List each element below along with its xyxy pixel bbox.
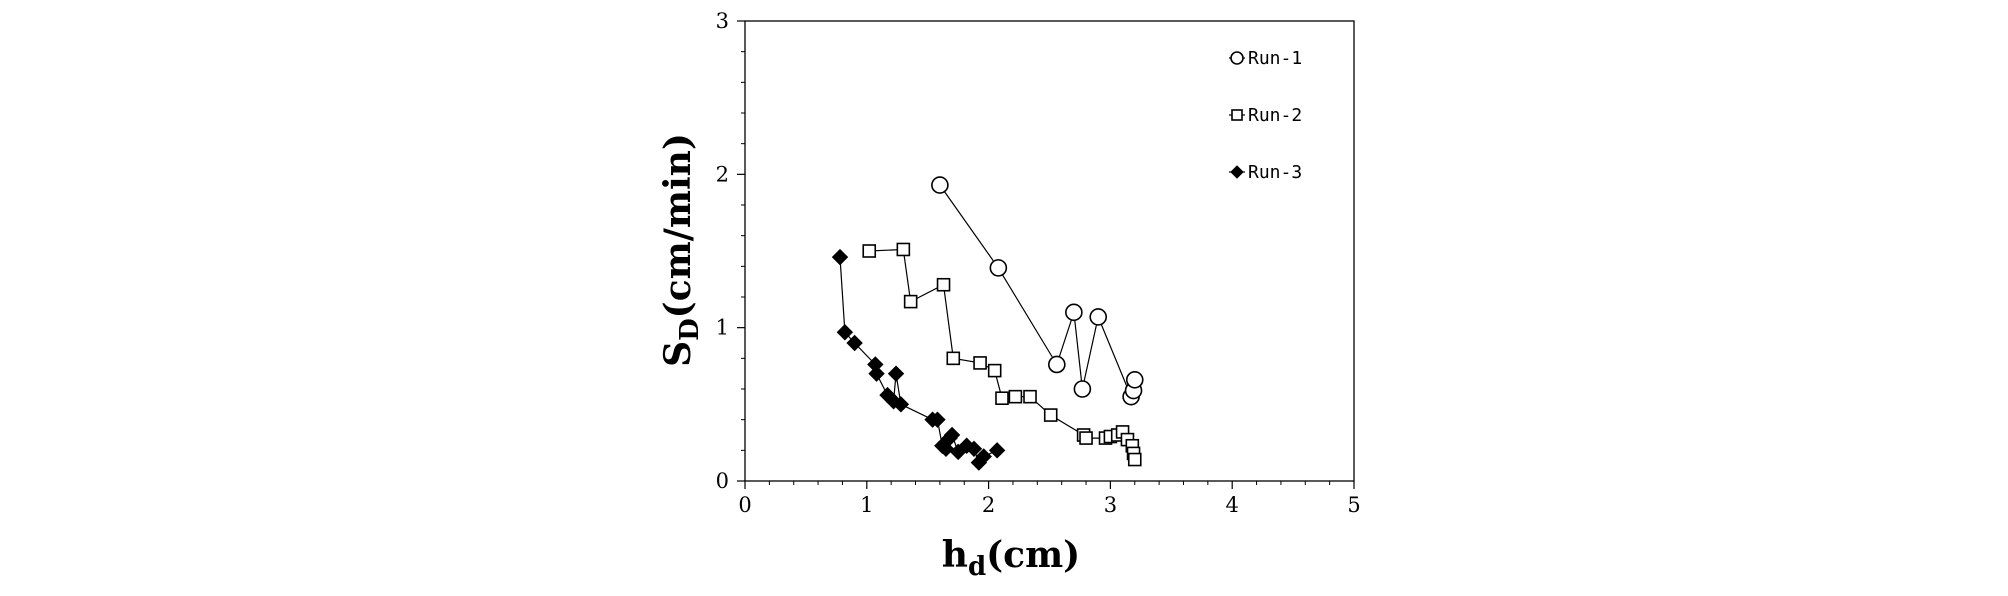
- data-point: [929, 411, 946, 428]
- data-point: [1065, 303, 1083, 322]
- data-point: [995, 391, 1009, 406]
- series-layer: [831, 176, 1144, 471]
- data-point: [1125, 370, 1144, 389]
- y-axis-title-subscript: D: [675, 318, 705, 341]
- data-point: [965, 440, 983, 458]
- series-run-2: [862, 242, 1142, 467]
- legend-item: Run-3: [1229, 162, 1302, 183]
- data-point: [836, 324, 854, 341]
- x-axis-title-main: h: [942, 534, 968, 576]
- data-point: [943, 426, 961, 444]
- y-tick-label: 3: [716, 9, 729, 33]
- x-tick-label: 4: [1226, 493, 1239, 517]
- data-point: [975, 448, 992, 465]
- data-point: [1079, 431, 1093, 445]
- data-point: [896, 242, 911, 257]
- data-point: [1073, 380, 1092, 398]
- series-run-1: [931, 176, 1144, 406]
- data-point: [831, 248, 849, 266]
- data-point: [936, 277, 951, 292]
- data-point: [1230, 165, 1244, 179]
- axis-tick-labels: 0 1 2 3 4 5 0 1 2 3: [716, 9, 1361, 517]
- legend-label: Run-2: [1248, 105, 1302, 126]
- data-point: [903, 294, 918, 309]
- legend-label: Run-3: [1248, 162, 1302, 183]
- series-run-3: [831, 248, 1006, 471]
- data-point: [1230, 51, 1244, 65]
- x-tick-label: 0: [738, 493, 751, 517]
- legend-item: Run-2: [1229, 105, 1302, 126]
- x-tick-label: 1: [860, 493, 873, 517]
- x-tick-label: 5: [1347, 493, 1360, 517]
- y-tick-label: 0: [716, 469, 729, 493]
- data-point: [931, 176, 949, 194]
- data-point: [892, 396, 910, 413]
- data-point: [988, 442, 1006, 459]
- x-tick-label: 2: [982, 493, 995, 517]
- legend: Run-1 Run-2 Run-3: [1229, 48, 1302, 183]
- data-point: [846, 334, 863, 352]
- data-point: [946, 351, 961, 366]
- y-axis-title-main: S: [657, 341, 699, 367]
- data-point: [1008, 389, 1023, 404]
- plot-area: [744, 20, 1355, 482]
- axis-ticks: [737, 20, 1355, 489]
- data-point: [1048, 355, 1066, 374]
- y-axis-title-unit: (cm/min): [657, 133, 699, 318]
- data-point: [1231, 109, 1243, 121]
- data-point: [887, 365, 905, 382]
- data-point: [989, 259, 1008, 277]
- data-point: [1127, 452, 1142, 467]
- data-point: [987, 363, 1002, 378]
- y-tick-label: 1: [716, 316, 729, 340]
- x-axis-title-unit: (cm): [986, 534, 1080, 576]
- data-point: [973, 356, 987, 370]
- legend-label: Run-1: [1248, 48, 1302, 69]
- x-tick-label: 3: [1104, 493, 1117, 517]
- legend-item: Run-1: [1229, 48, 1302, 69]
- y-tick-label: 2: [716, 162, 729, 186]
- x-axis-title: hd(cm): [942, 534, 1080, 582]
- x-axis-title-subscript: d: [968, 552, 986, 582]
- data-point: [1043, 408, 1058, 422]
- y-axis-title: SD(cm/min): [657, 133, 705, 367]
- data-point: [868, 365, 885, 382]
- data-point: [1089, 308, 1108, 326]
- data-point: [1023, 389, 1037, 404]
- data-point: [862, 244, 877, 258]
